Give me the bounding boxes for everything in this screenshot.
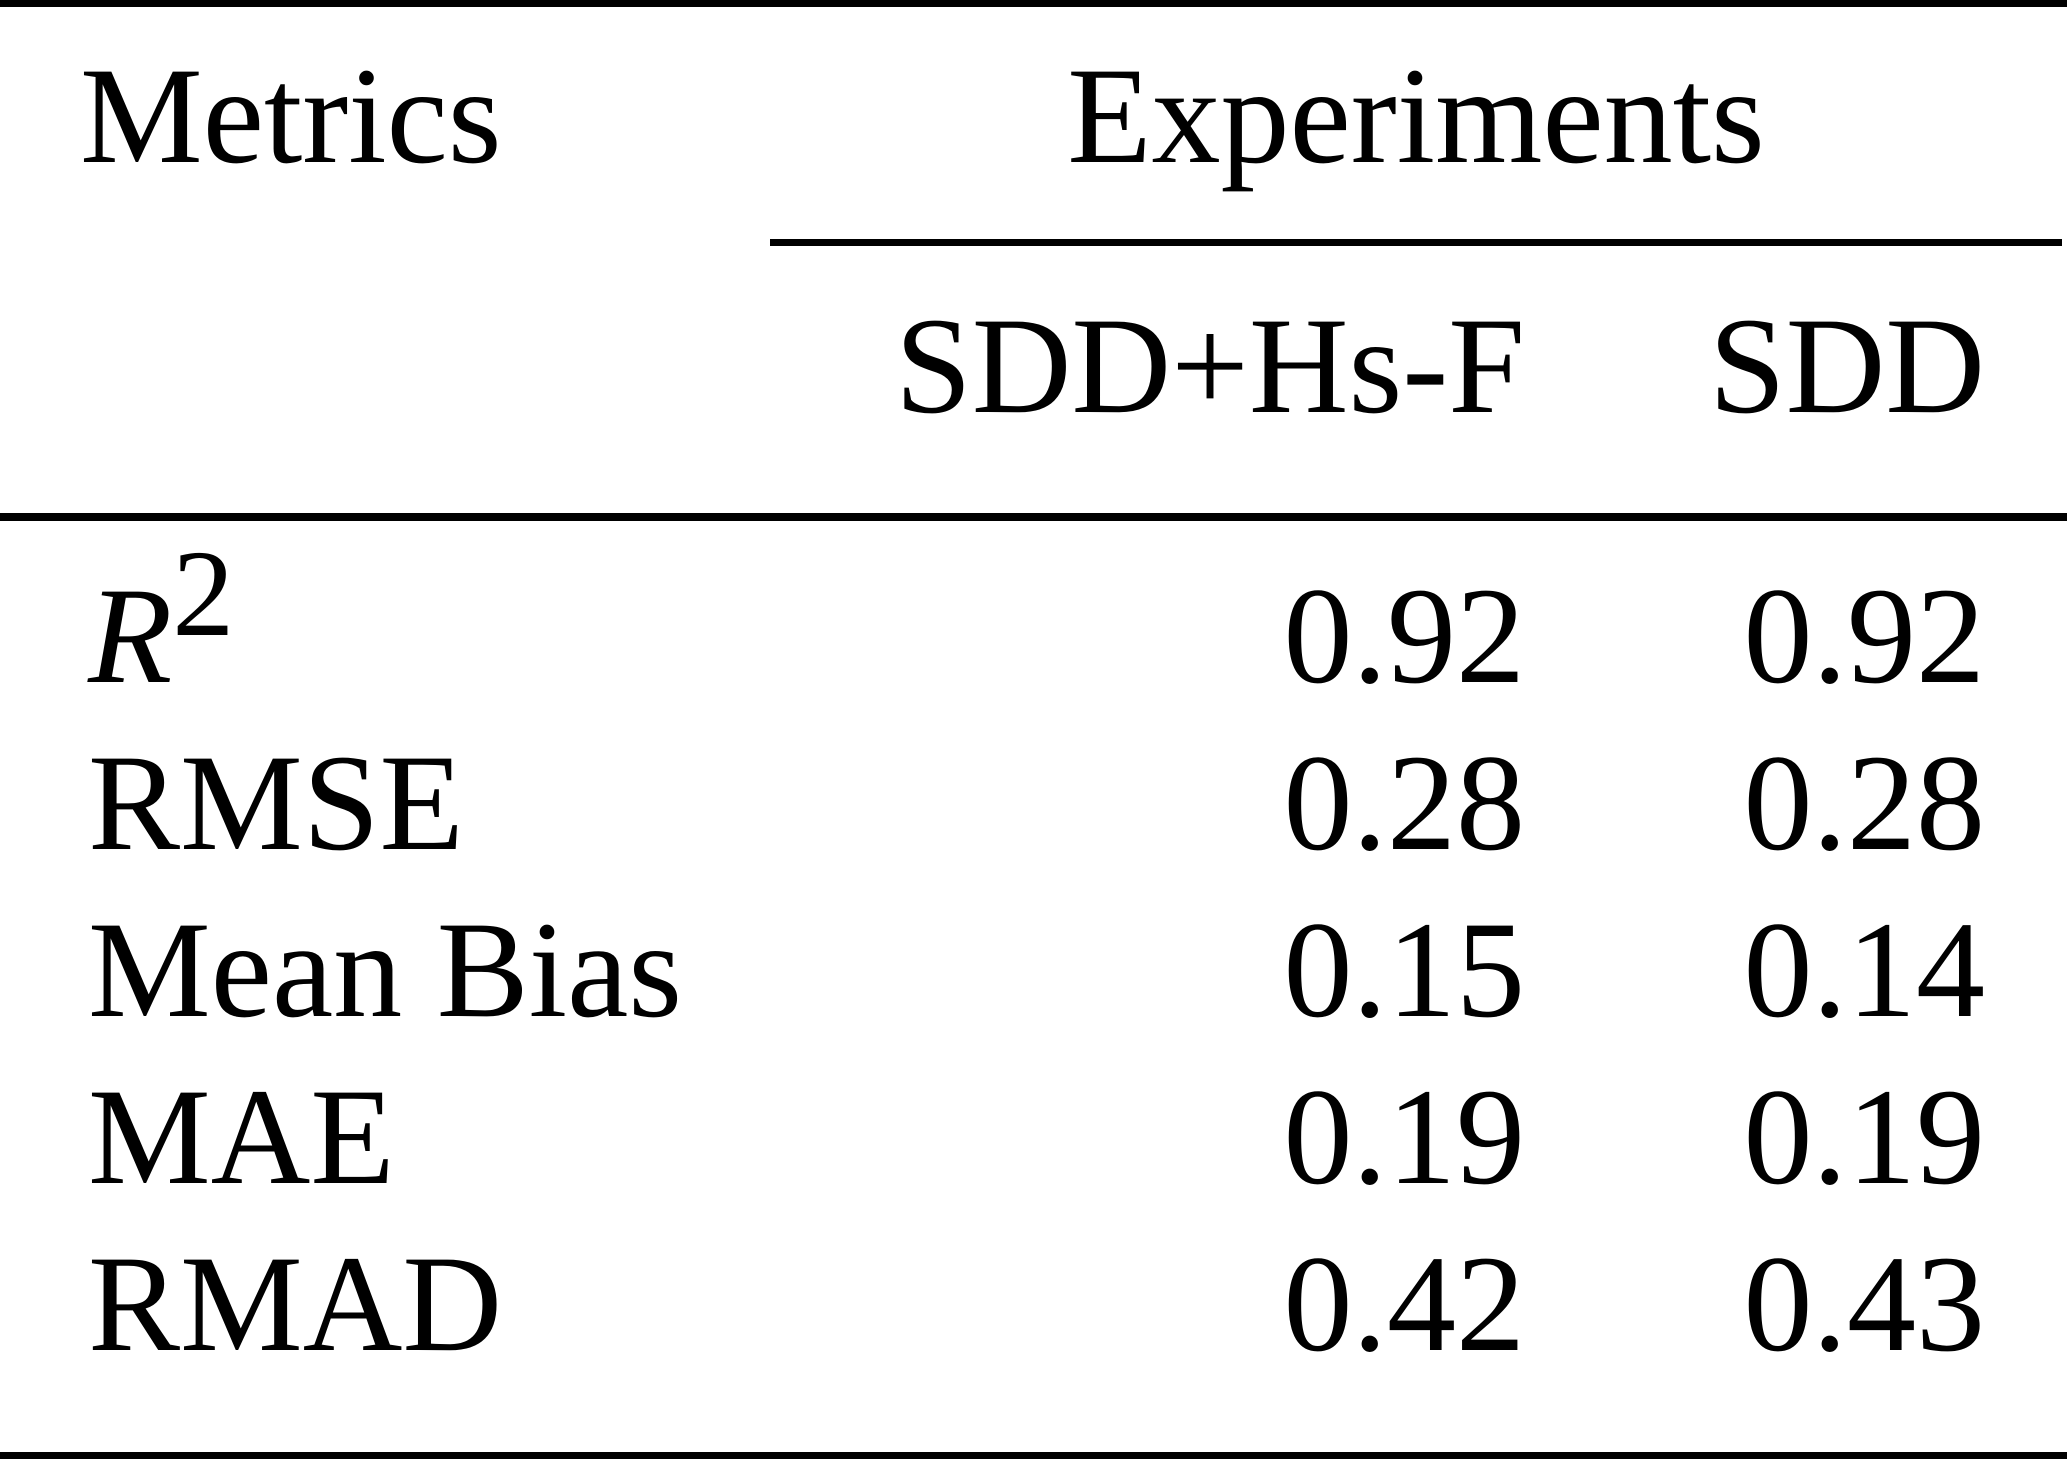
- metric-label-mae: MAE: [88, 1060, 395, 1213]
- header-divider-rule: [0, 513, 2067, 521]
- table-top-rule: [0, 0, 2067, 7]
- value-r-squared-sdd: 0.92: [1743, 559, 1986, 712]
- table-bottom-rule: [0, 1452, 2067, 1459]
- column-header-sdd: SDD: [1708, 289, 1985, 442]
- value-mean-bias-sdd: 0.14: [1743, 893, 1986, 1046]
- metric-label-rmse: RMSE: [88, 726, 464, 879]
- column-header-sdd-hs-f: SDD+Hs-F: [895, 289, 1525, 442]
- experiments-underline-rule: [770, 239, 2062, 246]
- metric-label-mean-bias: Mean Bias: [88, 893, 683, 1046]
- metric-label-rmad: RMAD: [88, 1227, 503, 1380]
- value-rmse-sdd: 0.28: [1743, 726, 1986, 879]
- value-rmse-sdd-hs-f: 0.28: [1283, 726, 1526, 879]
- experiments-group-header: Experiments: [1067, 39, 1765, 192]
- r-squared-exponent: 2: [172, 525, 235, 662]
- r-squared-base: R: [88, 559, 173, 712]
- value-r-squared-sdd-hs-f: 0.92: [1283, 559, 1526, 712]
- value-mae-sdd-hs-f: 0.19: [1283, 1060, 1526, 1213]
- value-rmad-sdd-hs-f: 0.42: [1283, 1227, 1526, 1380]
- value-mean-bias-sdd-hs-f: 0.15: [1283, 893, 1526, 1046]
- metrics-column-header: Metrics: [80, 39, 502, 192]
- value-mae-sdd: 0.19: [1743, 1060, 1986, 1213]
- metric-label-r-squared: R2: [88, 532, 234, 705]
- value-rmad-sdd: 0.43: [1743, 1227, 1986, 1380]
